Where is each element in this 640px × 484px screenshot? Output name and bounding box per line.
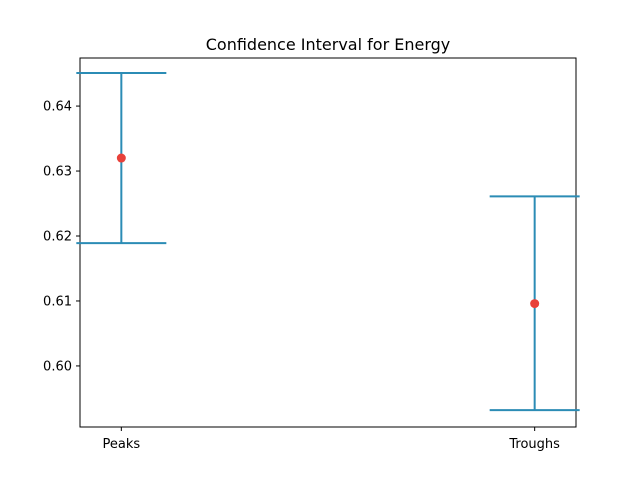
x-tick-label: Peaks (103, 437, 141, 452)
data-marks (76, 71, 580, 412)
chart-title: Confidence Interval for Energy (206, 35, 451, 54)
y-tick-label: 0.63 (43, 165, 72, 180)
y-tick-label: 0.60 (43, 359, 72, 374)
y-tick-label: 0.62 (43, 230, 72, 245)
y-tick-label: 0.64 (43, 100, 72, 115)
x-tick-label: Troughs (508, 437, 560, 452)
y-tick-label: 0.61 (43, 294, 72, 309)
mean-marker (116, 153, 126, 163)
mean-marker (530, 299, 540, 309)
